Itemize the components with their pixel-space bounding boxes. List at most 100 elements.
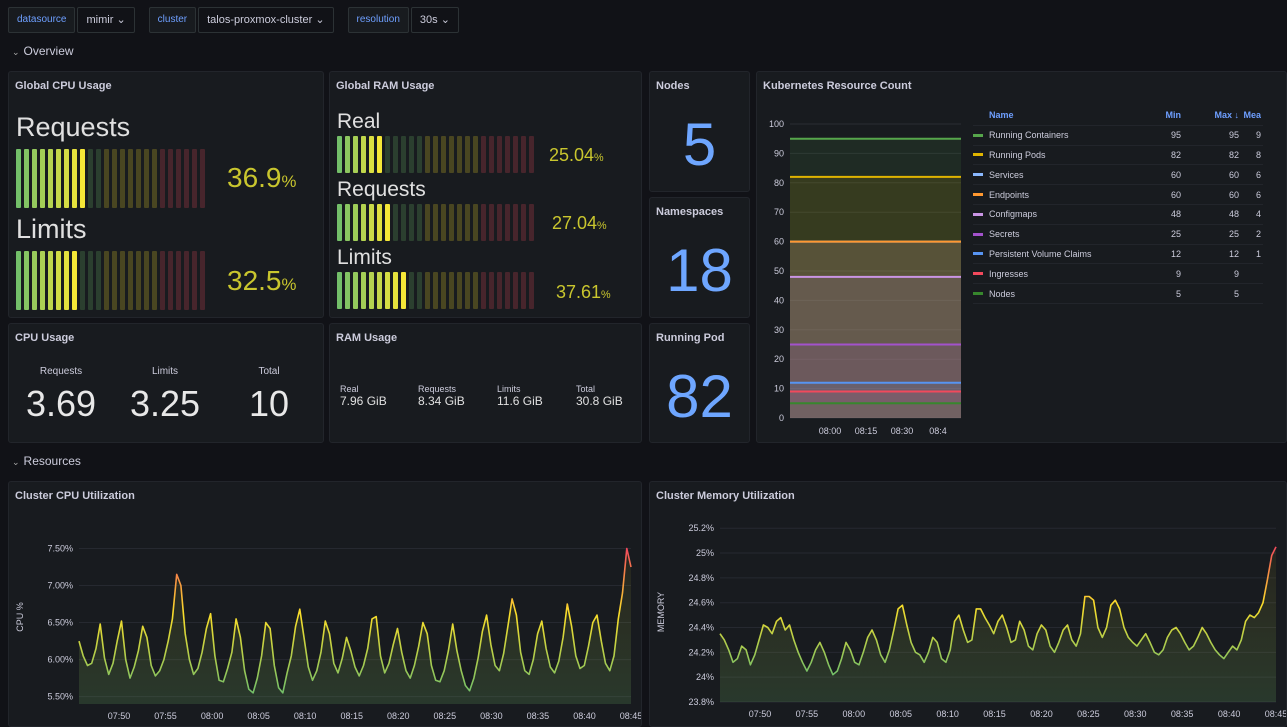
chevron-down-icon: ⌄ — [440, 14, 450, 26]
legend-color-swatch — [973, 193, 983, 197]
gauge-cell — [152, 149, 157, 208]
series-line — [78, 547, 632, 694]
y-tick-label: 25.2% — [688, 523, 714, 533]
legend-row[interactable]: Configmaps 48 48 4 — [973, 205, 1263, 225]
gauge-cell — [184, 149, 189, 208]
stat-value: 7.96 GiB — [340, 394, 387, 408]
gauge-cell — [120, 251, 125, 310]
resolution-select[interactable]: 30s ⌄ — [410, 7, 459, 33]
y-tick-label: 100 — [769, 119, 784, 129]
legend-mean: 2 — [1255, 229, 1261, 240]
gauge-cell — [40, 149, 45, 208]
gauge-cell — [120, 149, 125, 208]
gauge-cell — [457, 272, 462, 309]
legend-color-swatch — [973, 292, 983, 296]
legend-min: 5 — [1175, 288, 1181, 299]
cluster-select[interactable]: talos-proxmox-cluster ⌄ — [198, 7, 334, 33]
legend-label: Secrets — [989, 229, 1020, 240]
chevron-down-icon: ⌄ — [116, 14, 126, 26]
gauge-cell — [441, 136, 446, 173]
gauge-cell — [529, 136, 534, 173]
panel-title: Global RAM Usage — [336, 80, 435, 92]
gauge-cell — [192, 149, 197, 208]
y-tick-label: 24.4% — [688, 623, 714, 633]
legend-row[interactable]: Running Pods 82 82 8 — [973, 146, 1263, 166]
gauge-cell — [481, 272, 486, 309]
gauge-cell — [136, 251, 141, 310]
chevron-down-icon: ⌄ — [12, 47, 20, 57]
gauge-cell — [481, 204, 486, 241]
legend-label: Ingresses — [989, 268, 1029, 279]
y-tick-label: 24.2% — [688, 647, 714, 657]
panel-title: Global CPU Usage — [15, 80, 112, 92]
gauge-cell — [128, 251, 133, 310]
legend-row[interactable]: Services 60 60 6 — [973, 165, 1263, 186]
gauge-cell — [489, 204, 494, 241]
row-title: Overview — [23, 44, 74, 58]
legend-rows: Running Containers 95 95 9 Running Pods 82 82 8… — [973, 126, 1263, 304]
cpu-utilization-chart: 5.50% 6.00% 6.50% 7.00% 7.50% CPU % 07:50 07:55… — [15, 544, 641, 721]
stat-requests: Requests 3.69 — [11, 366, 111, 425]
series-line — [719, 546, 1277, 676]
select-value: 30s — [419, 14, 438, 26]
legend-col-min[interactable]: Min — [1165, 110, 1182, 121]
gauge-cell — [369, 136, 374, 173]
gauge-cell — [200, 251, 205, 310]
legend-row[interactable]: Nodes 5 5 — [973, 284, 1263, 304]
series-area — [790, 403, 961, 418]
memory-utilization-chart: 23.8% 24% 24.2% 24.4% 24.6% 24.8% 25% 25.2% MEMO… — [656, 523, 1286, 719]
legend-row[interactable]: Running Containers 95 95 9 — [973, 126, 1263, 146]
legend-row[interactable]: Persistent Volume Claims 12 12 1 — [973, 245, 1263, 265]
legend-mean: 6 — [1255, 169, 1261, 180]
legend-col-mean[interactable]: Mea — [1243, 110, 1261, 121]
gauge-cell — [481, 136, 486, 173]
stat-real: Real 7.96 GiB — [340, 384, 387, 408]
legend-min: 60 — [1170, 169, 1181, 180]
gauge-value: 25.04% — [549, 145, 604, 166]
variable-label: resolution — [347, 7, 409, 33]
x-tick-label: 07:50 — [749, 709, 772, 719]
legend-col-name[interactable]: Name — [989, 110, 1014, 121]
legend-min: 95 — [1170, 130, 1181, 141]
y-tick-label: 24% — [696, 672, 714, 682]
gauge-cell — [200, 149, 205, 208]
gauge-value: 32.5% — [227, 265, 296, 297]
stat-label: Total — [258, 366, 280, 377]
gauge-cell — [361, 204, 366, 241]
stat-value: 11.6 GiB — [497, 394, 543, 408]
select-value: mimir — [86, 14, 114, 26]
legend-mean: 9 — [1255, 130, 1261, 141]
gauge-cell — [449, 136, 454, 173]
legend-table: Name Min Max ↓ Mea Running Containers 95 9… — [973, 106, 1263, 304]
gauge-cell — [433, 272, 438, 309]
chevron-down-icon: ⌄ — [12, 457, 20, 467]
x-tick-label: 08:05 — [889, 709, 912, 719]
legend-max: 12 — [1228, 248, 1239, 259]
gauge-cell — [393, 204, 398, 241]
series-area — [790, 241, 961, 418]
row-overview[interactable]: ⌄ Overview — [12, 44, 74, 58]
cpu-usage-panel: CPU Usage Requests 3.69 Limits 3.25 Tota… — [8, 323, 324, 443]
legend-row[interactable]: Ingresses 9 9 — [973, 264, 1263, 285]
gauge-cell — [168, 149, 173, 208]
legend-label: Nodes — [989, 288, 1016, 299]
legend-row[interactable]: Endpoints 60 60 6 — [973, 185, 1263, 205]
row-resources[interactable]: ⌄ Resources — [12, 454, 81, 468]
x-tick-label: 08:20 — [387, 711, 410, 721]
gauge-cell — [369, 204, 374, 241]
legend-row[interactable]: Secrets 25 25 2 — [973, 225, 1263, 245]
series-area — [790, 138, 961, 418]
panel-title: RAM Usage — [336, 332, 398, 344]
series-area — [790, 391, 961, 418]
legend-col-max[interactable]: Max ↓ — [1214, 110, 1239, 121]
legend-max: 9 — [1233, 268, 1239, 279]
datasource-select[interactable]: mimir ⌄ — [77, 7, 135, 33]
gauge-cell — [425, 272, 430, 309]
gauge-cell — [457, 136, 462, 173]
namespaces-value: 18 — [666, 237, 733, 304]
gauge-cell — [80, 149, 85, 208]
y-tick-label: 90 — [774, 148, 784, 158]
gauge-cell — [345, 272, 350, 309]
gauge-cell — [489, 272, 494, 309]
x-tick-label: 08:25 — [434, 711, 457, 721]
